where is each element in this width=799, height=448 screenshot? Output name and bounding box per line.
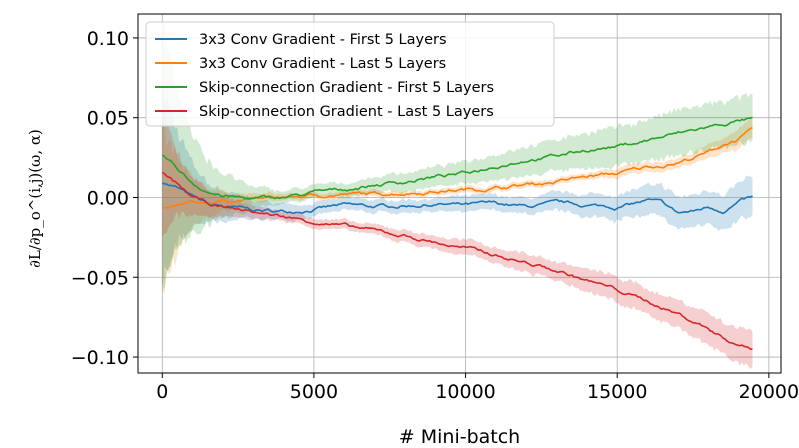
legend-box [145,21,555,127]
y-tick-label: −0.10 [71,347,129,369]
band-series-4 [162,108,753,370]
legend-label: 3x3 Conv Gradient - First 5 Layers [199,32,447,48]
y-tick-label: 0.00 [87,187,129,209]
confidence-bands [162,22,753,370]
y-axis-label-text: ∂L/∂p_o^(i,j)(ω, α) [26,129,44,268]
legend-label: Skip-connection Gradient - Last 5 Layers [199,104,494,120]
band-series-3 [162,22,753,291]
x-axis-ticks: 0 5000 10000 15000 20000 [156,373,799,403]
line-series-3 [161,116,753,200]
legend-label: Skip-connection Gradient - First 5 Layer… [199,80,494,96]
legend-label: 3x3 Conv Gradient - Last 5 Layers [199,56,446,72]
x-axis-label: # Mini-batch [399,426,520,448]
x-tick-label: 5000 [290,381,338,403]
line-series-4 [161,171,753,350]
y-tick-label: 0.05 [87,108,129,130]
plot-frame [137,13,782,374]
x-tick-label: 20000 [739,381,799,403]
y-axis-label: ∂L/∂p_o^(i,j)(ω, α) [26,129,44,268]
line-series-2 [162,127,753,209]
y-tick-label: −0.05 [71,267,129,289]
series-lines [161,116,753,350]
x-tick-label: 0 [156,381,168,403]
x-tick-label: 10000 [435,381,495,403]
line-series-1 [161,182,753,215]
x-tick-label: 15000 [587,381,647,403]
y-tick-label: 0.10 [87,28,129,50]
legend: 3x3 Conv Gradient - First 5 Layers 3x3 Co… [145,21,555,127]
y-axis-ticks: 0.10 0.05 0.00 −0.05 −0.10 [71,28,138,369]
